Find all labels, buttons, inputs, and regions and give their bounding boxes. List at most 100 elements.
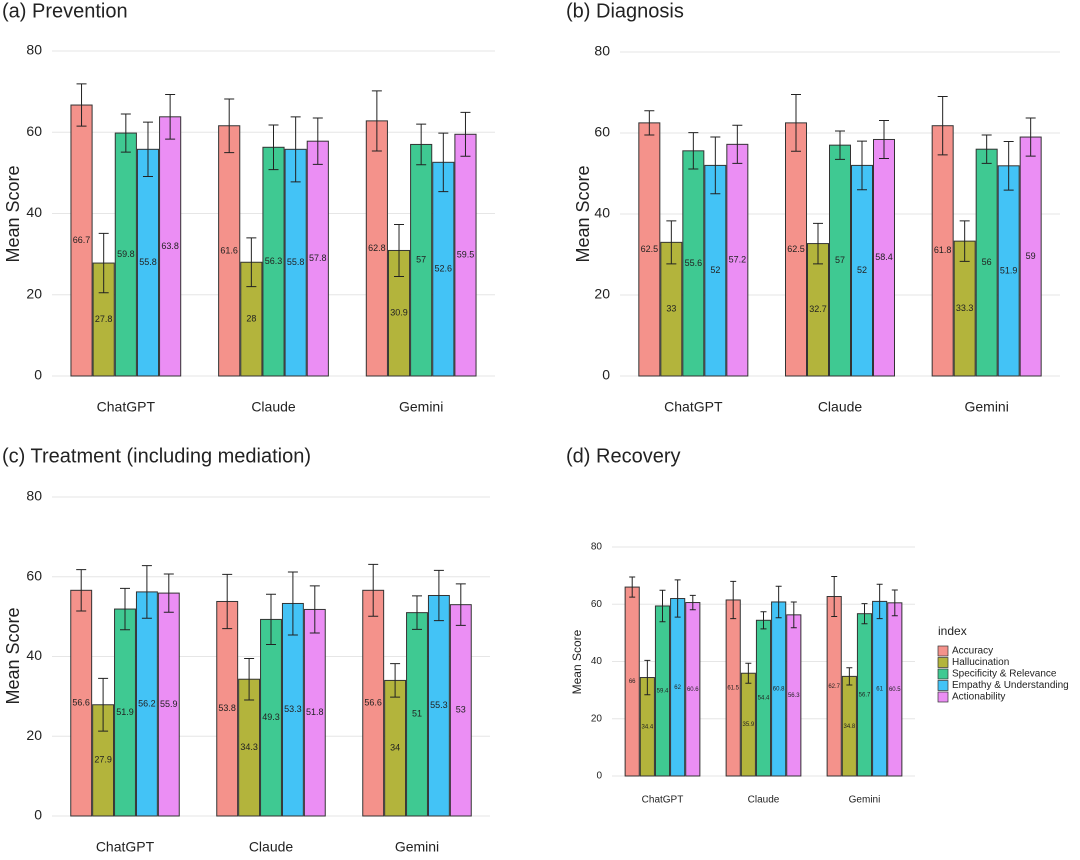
error-bar [438,132,449,193]
y-tick-label: 40 [594,205,610,221]
data-label: 34 [390,743,400,753]
error-bar [891,589,898,617]
data-label: 49.3 [262,712,280,722]
error-bar [76,83,87,127]
data-label: 30.9 [390,308,408,318]
error-bar [760,611,767,630]
data-label: 62.5 [787,244,805,254]
error-bar [246,237,257,288]
error-bar [644,110,655,136]
y-tick-label: 20 [26,285,42,301]
data-label: 55.8 [139,257,157,267]
data-label: 56.3 [788,693,800,699]
data-label: 61.8 [934,245,952,255]
y-tick-label: 60 [26,123,42,139]
data-label: 57 [416,255,426,265]
data-label: 59.4 [657,689,669,695]
error-bar [416,123,427,166]
error-bar [629,576,636,598]
x-tick-label: Gemini [964,399,1008,415]
x-tick-label: Claude [818,399,863,415]
data-label: 52.6 [435,264,453,274]
error-bar [1025,117,1036,157]
panel-title: (b) Diagnosis [566,0,684,22]
error-bar [309,585,320,634]
error-bar [1003,141,1014,191]
error-bar [287,571,298,636]
data-label: 34.4 [642,724,654,730]
error-bar [142,121,153,178]
error-bar [455,583,466,626]
data-label: 56.2 [138,698,156,708]
panel-title: (c) Treatment (including mediation) [2,445,311,467]
error-bar [141,565,152,619]
data-label: 54.4 [758,696,770,702]
panel-title: (d) Recovery [566,445,680,467]
data-label: 63.8 [161,241,179,251]
x-tick-label: ChatGPT [97,399,156,415]
error-bar [644,659,651,696]
error-bar [791,94,801,152]
data-label: 51.9 [116,707,134,717]
data-label: 32.7 [809,304,827,314]
error-bar [222,573,233,630]
y-tick-label: 0 [596,771,602,782]
y-tick-label: 60 [594,124,610,140]
error-bar [312,117,323,165]
error-bar [666,220,677,265]
x-tick-label: ChatGPT [96,839,155,855]
error-bar [268,124,279,171]
error-bar [710,136,721,195]
data-label: 60.6 [687,687,699,693]
data-label: 34.3 [240,742,258,752]
error-bar [368,563,379,617]
data-label: 57.8 [309,253,327,263]
error-bar [861,603,868,625]
data-label: 55.3 [430,700,448,710]
error-bar [745,662,752,684]
legend-label: Accuracy [952,646,993,657]
data-label: 61.6 [220,245,238,255]
data-label: 58.4 [875,252,893,262]
data-label: 51.8 [306,707,324,717]
legend-swatch [937,691,949,703]
data-label: 61 [876,686,883,692]
data-label: 51.9 [1000,265,1018,275]
data-label: 56.6 [364,698,382,708]
error-bar [98,677,109,732]
y-tick-label: 20 [594,286,610,302]
data-label: 56.6 [72,698,90,708]
y-tick-label: 80 [594,43,610,59]
data-label: 53.8 [218,703,236,713]
error-bar [876,583,883,620]
data-label: 59.8 [117,249,135,259]
y-tick-label: 0 [34,807,42,823]
y-tick-label: 0 [602,367,610,383]
error-bar [394,223,405,277]
y-axis-label: Mean Score [570,629,584,694]
data-label: 66.7 [73,235,91,245]
error-bar [659,589,666,623]
x-tick-label: Gemini [395,839,439,855]
data-label: 52 [710,265,720,275]
y-tick-label: 20 [591,713,603,724]
error-bar [688,132,699,170]
error-bar [224,98,235,154]
error-bar [846,667,853,686]
legend-label: Specificity & Relevance [952,669,1057,680]
data-label: 34.8 [844,724,856,730]
data-label: 57.2 [729,255,747,265]
error-bar [959,220,970,262]
legend-label: Empathy & Understanding [952,680,1069,691]
data-label: 60.5 [889,687,901,693]
error-bar [689,594,696,611]
data-label: 53.3 [284,704,302,714]
data-label: 53 [456,705,466,715]
data-label: 55.9 [160,699,178,709]
legend-swatch [937,657,949,668]
data-label: 56 [982,257,992,267]
y-tick-label: 80 [26,488,42,504]
data-label: 57 [835,255,845,265]
error-bar [390,663,401,698]
